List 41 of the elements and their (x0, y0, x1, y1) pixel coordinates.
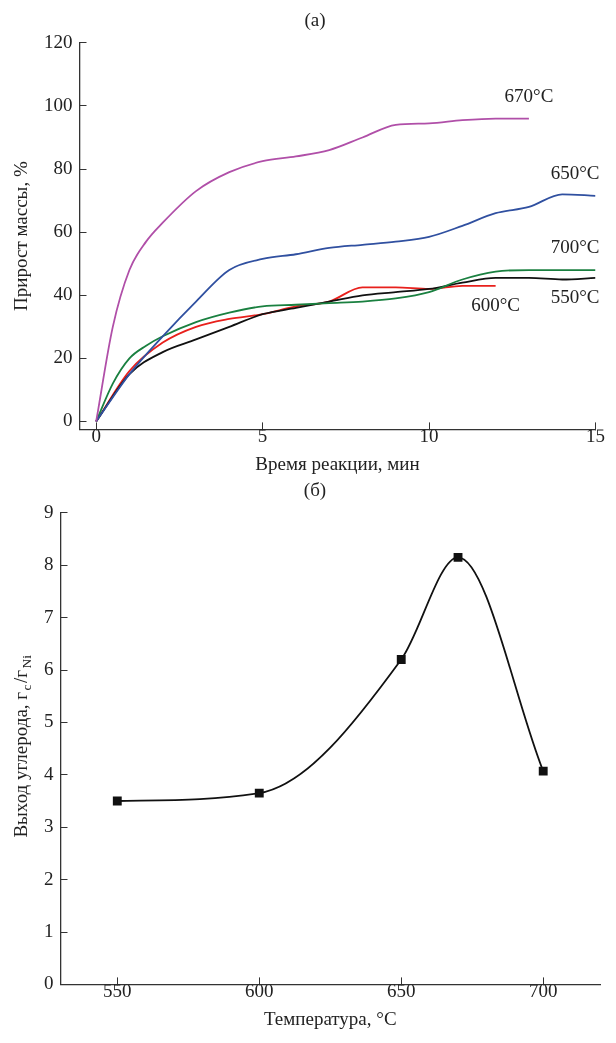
point (538, 766, 548, 776)
x-tick-label: 15 (586, 424, 605, 446)
y-tick-label: 4 (44, 762, 54, 784)
chart-title: (б) (303, 479, 327, 502)
y-tick-label: 1 (44, 919, 54, 941)
series-label: 550°C (550, 285, 600, 307)
y-axis-title: Выход углерода, гc/гNi (9, 654, 35, 838)
y-tick-label: 7 (44, 605, 54, 627)
y-tick-label: 5 (44, 710, 54, 732)
y-tick-label: 100 (44, 93, 73, 115)
series-label: 650°C (550, 161, 600, 183)
y-tick-label: 9 (44, 500, 54, 522)
point (112, 796, 122, 806)
point (453, 552, 463, 562)
point (396, 655, 406, 664)
chart-title: (a) (304, 9, 326, 32)
point (254, 788, 264, 798)
y-tick-label: 40 (53, 283, 73, 305)
x-tick-label: 550 (103, 979, 132, 1001)
y-tick-label: 60 (53, 220, 73, 242)
x-axis-title: Температура, °С (263, 1007, 397, 1029)
x-tick-label: 10 (419, 424, 439, 446)
x-tick-label: 0 (91, 424, 101, 446)
series-label: 600°C (471, 293, 521, 315)
y-tick-label: 3 (44, 815, 54, 837)
series-label: 700°C (550, 236, 600, 258)
x-tick-label: 700 (528, 979, 558, 1001)
x-tick-label: 650 (386, 979, 416, 1001)
x-axis-title: Время реакции, мин (255, 452, 420, 474)
y-tick-label: 8 (44, 553, 54, 575)
y-tick-label: 0 (63, 409, 73, 431)
line-series (95, 117, 530, 423)
y-axis-title: Прирост массы, % (9, 161, 31, 311)
y-tick-label: 2 (44, 867, 54, 889)
y-tick-label: 120 (44, 30, 73, 52)
series-label: 670°C (504, 84, 554, 106)
y-tick-label: 80 (53, 157, 73, 179)
x-tick-label: 600 (245, 979, 274, 1001)
y-tick-label: 20 (53, 346, 73, 368)
y-tick-label: 6 (44, 657, 54, 679)
x-tick-label: 5 (257, 424, 268, 446)
